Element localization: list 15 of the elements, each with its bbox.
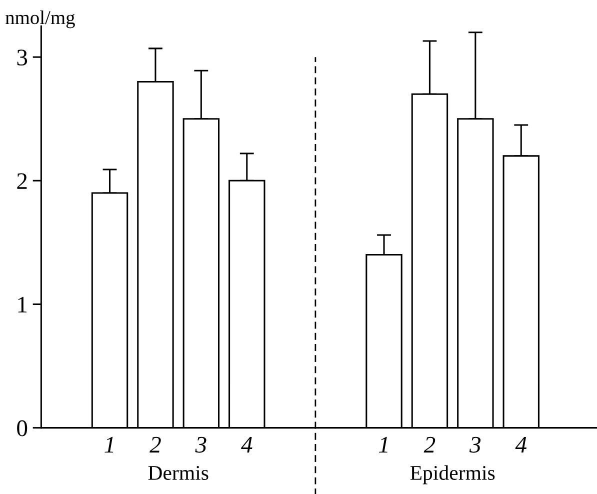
text: Epidermis [410,465,495,484]
x-tick-label: 2 [150,436,161,453]
y-tick-label: 3 [17,50,28,66]
x-tick-label: 4 [515,436,526,453]
y-tick-label: 2 [17,173,27,189]
x-tick-label: 4 [241,436,252,453]
x-tick-label: 1 [104,436,114,453]
x-tick-label: 2 [424,436,436,453]
y-axis-title: nmol/mg [6,10,75,28]
x-tick-label: 3 [469,436,480,453]
y-tick-label: 1 [18,296,27,312]
x-tick-label: 3 [195,436,206,453]
x-tick-label: 1 [378,436,388,453]
text: Dermis [148,466,208,480]
y-tick-label: 0 [17,420,28,436]
